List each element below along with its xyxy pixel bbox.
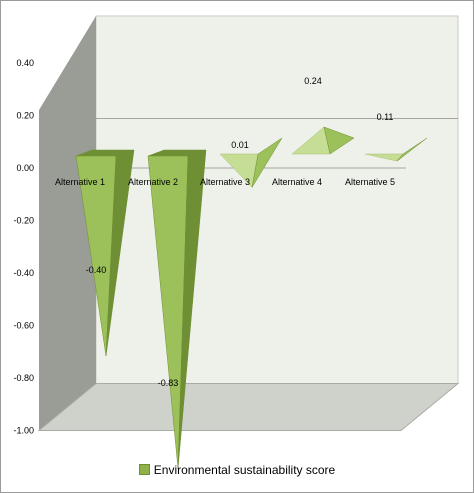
data-label: -0.83 bbox=[158, 378, 179, 388]
y-tick-label: -0.20 bbox=[13, 216, 34, 226]
y-tick-label: 0.00 bbox=[16, 163, 34, 173]
y-tick-label: -1.00 bbox=[13, 426, 34, 436]
x-category-label: Alternative 1 bbox=[55, 177, 105, 187]
data-label: 0.01 bbox=[231, 140, 249, 150]
pyramid-side-face bbox=[105, 149, 135, 357]
pyramid-side-face bbox=[396, 137, 428, 162]
legend-swatch bbox=[138, 464, 150, 475]
pyramid-bar bbox=[147, 149, 207, 469]
floor bbox=[37, 383, 460, 431]
legend: Environmental sustainability score bbox=[0, 463, 474, 477]
y-tick-label: -0.60 bbox=[13, 321, 34, 331]
data-label: -0.40 bbox=[86, 265, 107, 275]
legend-label: Environmental sustainability score bbox=[153, 463, 336, 477]
pyramid-bar bbox=[364, 137, 428, 162]
x-category-label: Alternative 4 bbox=[272, 177, 322, 187]
x-category-label: Alternative 2 bbox=[128, 177, 178, 187]
side-wall bbox=[39, 16, 96, 431]
y-tick-label: -0.40 bbox=[13, 268, 34, 278]
x-category-label: Alternative 3 bbox=[200, 177, 250, 187]
y-tick-label: 0.40 bbox=[16, 58, 34, 68]
data-label: 0.11 bbox=[377, 112, 394, 122]
pyramid-side-face bbox=[177, 149, 207, 469]
pyramid-side-face bbox=[251, 137, 283, 188]
pyramid-bar bbox=[219, 137, 283, 188]
x-category-label: Alternative 5 bbox=[345, 177, 395, 187]
back-wall bbox=[95, 15, 459, 384]
data-label: 0.24 bbox=[304, 76, 322, 86]
y-tick-label: -0.80 bbox=[13, 373, 34, 383]
pyramid-side-face bbox=[323, 126, 355, 155]
pyramid-bar bbox=[291, 126, 355, 155]
y-tick-label: 0.20 bbox=[16, 111, 34, 121]
pyramid-bar bbox=[75, 149, 135, 357]
